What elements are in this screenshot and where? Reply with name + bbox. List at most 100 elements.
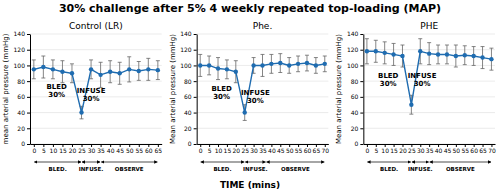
tick-mark — [194, 65, 197, 66]
tick-mark — [360, 128, 363, 129]
error-bars — [365, 39, 494, 114]
tick-label: 35 — [97, 147, 105, 154]
tick-mark — [194, 128, 197, 129]
tick: 20 — [184, 125, 197, 132]
tick: 40 — [107, 144, 115, 154]
error-cap — [137, 61, 141, 62]
error-cap — [383, 41, 387, 42]
tick: 100 — [14, 62, 30, 69]
tick-mark — [194, 97, 197, 98]
error-cap — [454, 67, 458, 68]
tick-label: 80 — [184, 78, 192, 85]
error-bars — [32, 56, 160, 119]
error-cap — [409, 114, 413, 115]
tick-mark — [194, 113, 197, 114]
tick: 20 — [351, 125, 364, 132]
tick: 20 — [69, 144, 77, 154]
point — [382, 51, 386, 55]
axis-line — [363, 35, 364, 145]
tick: 55 — [295, 144, 303, 154]
tick-mark — [194, 50, 197, 51]
error-cap — [472, 65, 476, 66]
tick: 120 — [14, 46, 30, 53]
tick: 25 — [241, 144, 249, 154]
tick: 40 — [268, 144, 276, 154]
error-cap — [156, 79, 160, 80]
tick-label: 45 — [277, 147, 285, 154]
error-cap — [146, 58, 150, 59]
error-cap — [392, 43, 396, 44]
tick: 45 — [277, 144, 285, 154]
error-cap — [445, 45, 449, 46]
tick: 10 — [381, 144, 389, 154]
annotation: BLED30% — [378, 72, 399, 88]
error-cap — [70, 63, 74, 64]
point — [156, 68, 160, 72]
error-cap — [80, 118, 84, 119]
error-cap — [108, 82, 112, 83]
tick-mark — [27, 34, 30, 35]
tick: 140 — [180, 30, 196, 37]
y-axis: 020406080100120140 — [347, 30, 364, 147]
tick: 25 — [78, 144, 86, 154]
tick-label: 120 — [180, 46, 192, 53]
tick-label: 10 — [50, 147, 58, 154]
error-cap — [156, 60, 160, 61]
grid-line — [30, 34, 162, 35]
error-cap — [323, 56, 327, 57]
point — [278, 61, 282, 65]
phase-label: BLED. — [49, 166, 67, 172]
tick-label: 50 — [453, 147, 461, 154]
phase-label: OBSERVE — [281, 166, 310, 172]
tick-label: 65 — [155, 147, 163, 154]
tick: 40 — [435, 144, 443, 154]
point — [323, 62, 327, 66]
error-cap — [365, 38, 369, 39]
grid-line — [363, 112, 495, 113]
line — [367, 51, 492, 104]
point — [70, 71, 74, 75]
grid-line — [197, 49, 329, 50]
point — [216, 66, 220, 70]
tick-label: 60 — [351, 93, 359, 100]
tick-label: 20 — [69, 147, 77, 154]
error-cap — [287, 57, 291, 58]
tick-mark — [27, 97, 30, 98]
tick-mark — [360, 50, 363, 51]
tick: 100 — [180, 62, 196, 69]
tick-label: 100 — [14, 62, 26, 69]
tick: 140 — [14, 30, 30, 37]
error-cap — [374, 62, 378, 63]
point — [51, 67, 55, 71]
tick-label: 25 — [78, 147, 86, 154]
tick-label: 80 — [351, 78, 359, 85]
error-bars — [198, 54, 327, 121]
point — [314, 63, 318, 67]
annotation-line: BLED — [378, 72, 399, 80]
point — [234, 70, 238, 74]
tick: 120 — [180, 46, 196, 53]
phase-label: BLED. — [380, 166, 398, 172]
tick-label: 40 — [268, 147, 276, 154]
point — [418, 49, 422, 53]
phase-arrow — [201, 162, 244, 163]
tick: 25 — [408, 144, 416, 154]
tick: 15 — [224, 144, 232, 154]
point — [89, 67, 93, 71]
phase-label: INFUSE. — [79, 166, 104, 172]
phase-arrow — [430, 162, 491, 163]
point — [489, 57, 493, 61]
tick-label: 15 — [390, 147, 398, 154]
error-cap — [252, 57, 256, 58]
tick-label: 20 — [351, 125, 359, 132]
error-cap — [243, 120, 247, 121]
point — [296, 62, 300, 66]
error-cap — [418, 38, 422, 39]
annotation-line: 30% — [83, 95, 100, 103]
tick-label: 60 — [184, 93, 192, 100]
tick-label: 50 — [286, 147, 294, 154]
x-axis: 0510152025303540455055606570 — [364, 144, 496, 154]
error-cap — [374, 40, 378, 41]
error-cap — [32, 78, 36, 79]
error-cap — [234, 82, 238, 83]
